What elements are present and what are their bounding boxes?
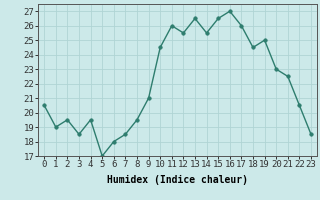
X-axis label: Humidex (Indice chaleur): Humidex (Indice chaleur): [107, 175, 248, 185]
